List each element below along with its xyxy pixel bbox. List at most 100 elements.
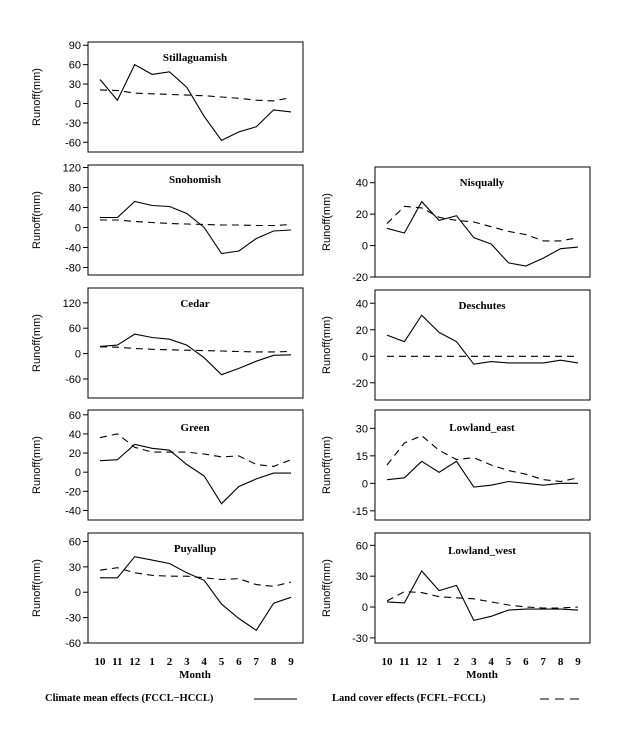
x-tick-label: 7 [254,656,260,668]
x-tick-label: 5 [219,656,225,668]
y-tick-label: 0 [362,241,368,253]
y-tick-label: 0 [75,587,81,599]
y-axis-label: Runoff(mm) [321,193,333,251]
panel-cedar: Cedar Runoff(mm) 120 60 0 -60 [31,287,304,399]
x-tick-label: 6 [236,656,242,668]
panel-title: Lowland_west [448,545,516,557]
y-tick-label: 15 [356,451,368,463]
y-tick-label: 120 [63,163,81,175]
y-tick-label: 0 [75,223,81,235]
panel-title: Nisqually [460,177,505,189]
y-tick-label: 60 [69,410,81,422]
panel-frame [87,287,304,399]
y-axis-label: Runoff(mm) [321,559,333,617]
panel-frame [87,532,304,644]
x-tick-label: 1 [436,656,442,668]
series-line-climate [386,570,579,622]
x-tick-label: 6 [523,656,529,668]
panel-title: Lowland_east [449,422,515,434]
y-axis-label: Runoff(mm) [31,559,43,617]
series-line-land-cover [99,346,292,353]
series-line-land-cover [386,435,579,483]
series-line-land-cover [386,591,579,609]
y-tick-label: 60 [69,323,81,335]
y-tick-label: 120 [63,298,81,310]
y-axis-label: Runoff(mm) [31,68,43,126]
series-line-climate [386,460,578,488]
y-tick-label: 30 [356,571,368,583]
y-tick-label: -40 [65,505,81,517]
series-line-climate [99,333,292,376]
panel-frame [87,164,304,276]
x-tick-label: 8 [271,656,277,668]
panel-lowland-east: Lowland_east Runoff(mm) 30 15 0 -15 [321,409,591,521]
y-tick-label: 60 [356,540,368,552]
y-tick-label: -60 [65,374,81,386]
series-line-climate [99,443,291,505]
series-line-land-cover [99,89,292,102]
month-axis-title-left: Month [179,669,211,681]
x-tick-label: 9 [575,656,581,668]
panel-stillaguamish: Stillaguamish Runoff(mm) 90 60 30 0 -30 -60 [31,40,304,153]
panel-lowland-west: Lowland_west Runoff(mm) 60 30 0 -30 [321,532,591,645]
x-tick-label: 10 [95,656,107,668]
panel-frame [374,532,591,644]
y-tick-label: 40 [356,178,368,190]
legend: Climate mean effects (FCCL−HCCL) Land co… [45,693,584,704]
series-line-land-cover [100,219,292,227]
panel-title: Green [180,422,209,434]
y-tick-label: 0 [362,351,368,363]
y-tick-label: -60 [65,137,81,149]
y-tick-label: 30 [69,562,81,574]
month-axis-left: 10 11 12 1 2 3 4 5 6 7 8 9 [95,656,295,668]
y-axis-label: Runoff(mm) [31,191,43,249]
panel-title: Snohomish [169,174,221,186]
month-axis-right: 10 11 12 1 2 3 4 5 6 7 8 9 [382,656,582,668]
panel-nisqually: Nisqually Runoff(mm) 40 20 0 -20 [321,166,591,284]
series-line-climate [100,200,292,255]
panel-frame [87,409,304,521]
y-tick-label: -80 [65,263,81,275]
y-tick-label: 0 [75,467,81,479]
panel-title: Puyallup [174,543,216,555]
y-tick-label: -60 [65,638,81,650]
panel-frame [374,166,591,278]
x-tick-label: 8 [558,656,564,668]
x-tick-label: 2 [167,656,173,668]
y-tick-label: -30 [65,613,81,625]
series-line-climate [100,556,292,632]
month-axis-title-right: Month [466,669,498,681]
y-tick-label: -15 [352,506,368,518]
series-line-climate [386,314,579,365]
y-tick-label: 90 [69,40,81,52]
x-tick-label: 1 [149,656,155,668]
y-tick-label: -20 [352,272,368,284]
y-axis-label: Runoff(mm) [321,316,333,374]
y-tick-label: 20 [69,448,81,460]
x-tick-label: 11 [399,656,409,668]
x-tick-label: 4 [201,656,207,668]
panel-green: Green Runoff(mm) 60 40 20 0 -20 -40 [31,409,304,521]
y-tick-label: 60 [69,60,81,72]
y-tick-label: -40 [65,243,81,255]
x-tick-label: 3 [471,656,477,668]
panel-title: Stillaguamish [163,52,227,64]
y-tick-label: -30 [65,118,81,130]
y-tick-label: -20 [352,378,368,390]
x-tick-label: 5 [506,656,512,668]
series-line-land-cover [99,433,292,467]
y-tick-label: 0 [362,478,368,490]
legend-label-climate: Climate mean effects (FCCL−HCCL) [45,693,214,704]
y-axis-label: Runoff(mm) [31,436,43,494]
x-tick-label: 10 [382,656,394,668]
y-tick-label: 20 [356,325,368,337]
y-axis-label: Runoff(mm) [31,314,43,372]
series-line-climate [386,200,579,267]
panel-puyallup: Puyallup Runoff(mm) 60 30 0 -30 -60 [31,532,304,650]
y-tick-label: 30 [356,423,368,435]
y-tick-label: 20 [356,209,368,221]
y-tick-label: 0 [362,602,368,614]
x-tick-label: 2 [454,656,460,668]
y-tick-label: -30 [352,633,368,645]
